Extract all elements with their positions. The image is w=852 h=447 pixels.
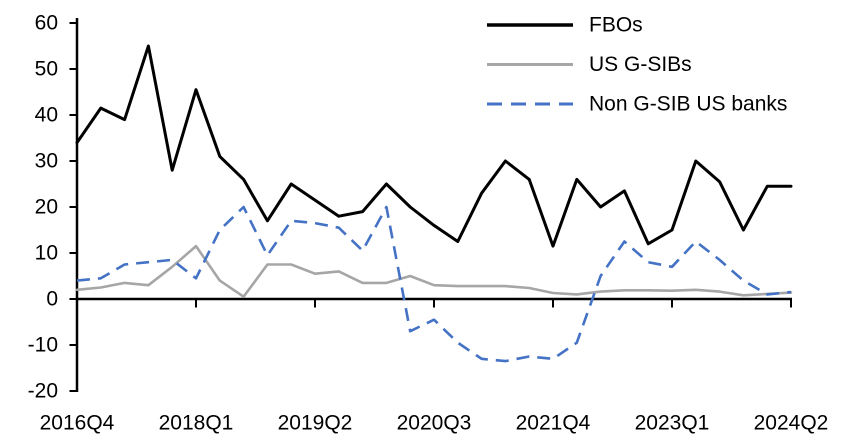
y-tick-label: 20 (35, 196, 58, 219)
y-tick-label: 0 (46, 288, 58, 311)
x-tick-label: 2023Q1 (635, 412, 710, 435)
y-tick-label: -10 (28, 334, 58, 357)
y-tick-label: 40 (35, 104, 58, 127)
series-line-non-g-sib-us-banks (76, 205, 792, 363)
y-tick-label: 60 (35, 12, 58, 35)
y-tick-label: 10 (35, 242, 58, 265)
series-line-fbos (75, 44, 793, 248)
legend-label-non-g-sib-us-banks: Non G-SIB US banks (589, 93, 787, 116)
series-line-us-g-sibs (75, 244, 793, 299)
x-tick-label: 2019Q2 (278, 412, 353, 435)
y-tick-label: 30 (35, 150, 58, 173)
legend-label-fbos: FBOs (589, 14, 643, 37)
y-tick-label: 50 (35, 58, 58, 81)
x-tick-label: 2024Q2 (754, 412, 829, 435)
x-tick-label: 2018Q1 (159, 412, 234, 435)
x-tick-label: 2020Q3 (397, 412, 472, 435)
y-tick-label: -20 (28, 380, 58, 403)
legend-label-us-g-sibs: US G-SIBs (589, 53, 692, 76)
x-tick-label: 2016Q4 (40, 412, 115, 435)
x-tick-label: 2021Q4 (516, 412, 591, 435)
